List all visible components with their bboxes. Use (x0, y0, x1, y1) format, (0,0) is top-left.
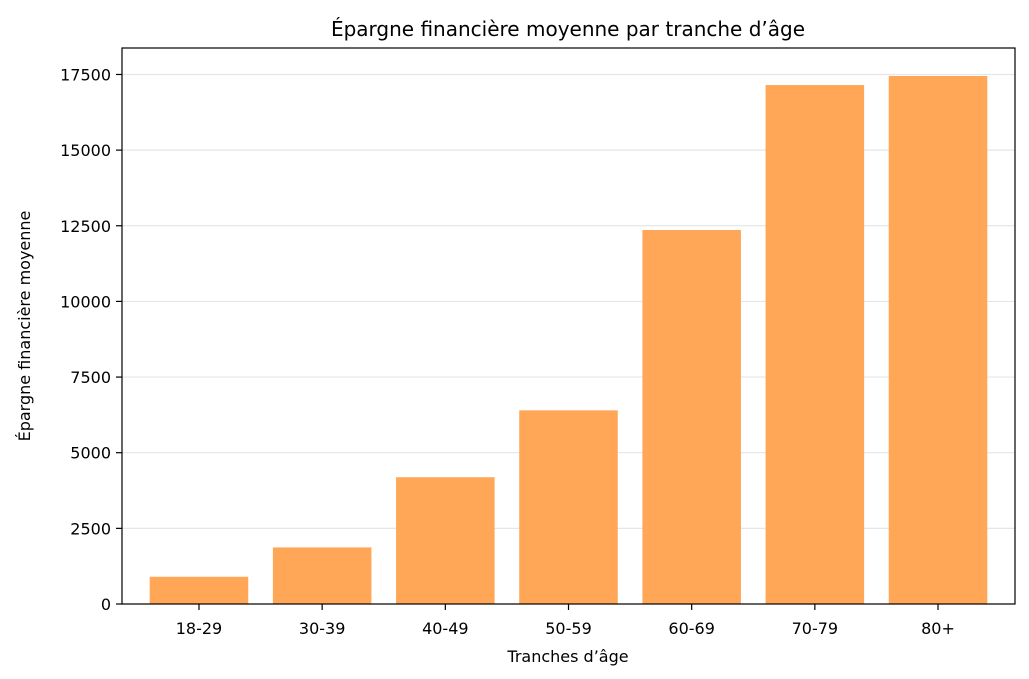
y-axis-title: Épargne financière moyenne (15, 211, 34, 442)
x-tick-label: 30-39 (299, 619, 346, 638)
x-axis-title: Tranches d’âge (506, 647, 628, 666)
bar-80+ (888, 75, 988, 604)
y-tick-label: 12500 (60, 217, 111, 236)
bars (149, 75, 988, 605)
x-tick-label: 18-29 (176, 619, 223, 638)
y-tick-label: 15000 (60, 141, 111, 160)
bar-30-39 (272, 547, 372, 604)
x-tick-label: 40-49 (422, 619, 469, 638)
x-tick-label: 80+ (921, 619, 955, 638)
bar-40-49 (396, 477, 495, 604)
chart-title: Épargne financière moyenne par tranche d… (331, 17, 805, 41)
x-tick-label: 50-59 (545, 619, 592, 638)
bar-70-79 (765, 85, 865, 605)
x-tick-label: 70-79 (792, 619, 839, 638)
y-axis-ticks: 0 2500 5000 7500 10000 12500 15000 17500 (60, 65, 122, 614)
y-tick-label: 7500 (70, 368, 111, 387)
y-tick-label: 5000 (70, 444, 111, 463)
y-tick-label: 0 (101, 595, 111, 614)
bar-60-69 (642, 230, 741, 605)
y-tick-label: 10000 (60, 292, 111, 311)
bar-18-29 (149, 576, 249, 604)
y-tick-label: 17500 (60, 65, 111, 84)
x-tick-label: 60-69 (668, 619, 715, 638)
bar-50-59 (519, 410, 618, 604)
x-axis-ticks: 18-29 30-39 40-49 50-59 60-69 70-79 80+ (176, 604, 955, 638)
y-tick-label: 2500 (70, 519, 111, 538)
